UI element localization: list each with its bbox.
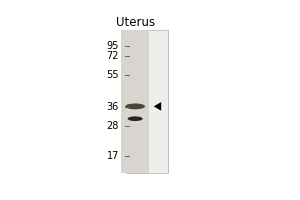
Ellipse shape — [128, 116, 143, 121]
Text: 72: 72 — [106, 51, 119, 61]
Bar — [121, 30, 149, 173]
Bar — [126, 30, 168, 173]
Text: 55: 55 — [106, 70, 119, 80]
Text: 28: 28 — [106, 121, 119, 131]
Polygon shape — [154, 102, 161, 111]
Ellipse shape — [125, 103, 145, 109]
Text: 17: 17 — [106, 151, 119, 161]
Text: 36: 36 — [106, 102, 119, 112]
Text: Uterus: Uterus — [116, 16, 155, 29]
Text: 95: 95 — [106, 41, 119, 51]
